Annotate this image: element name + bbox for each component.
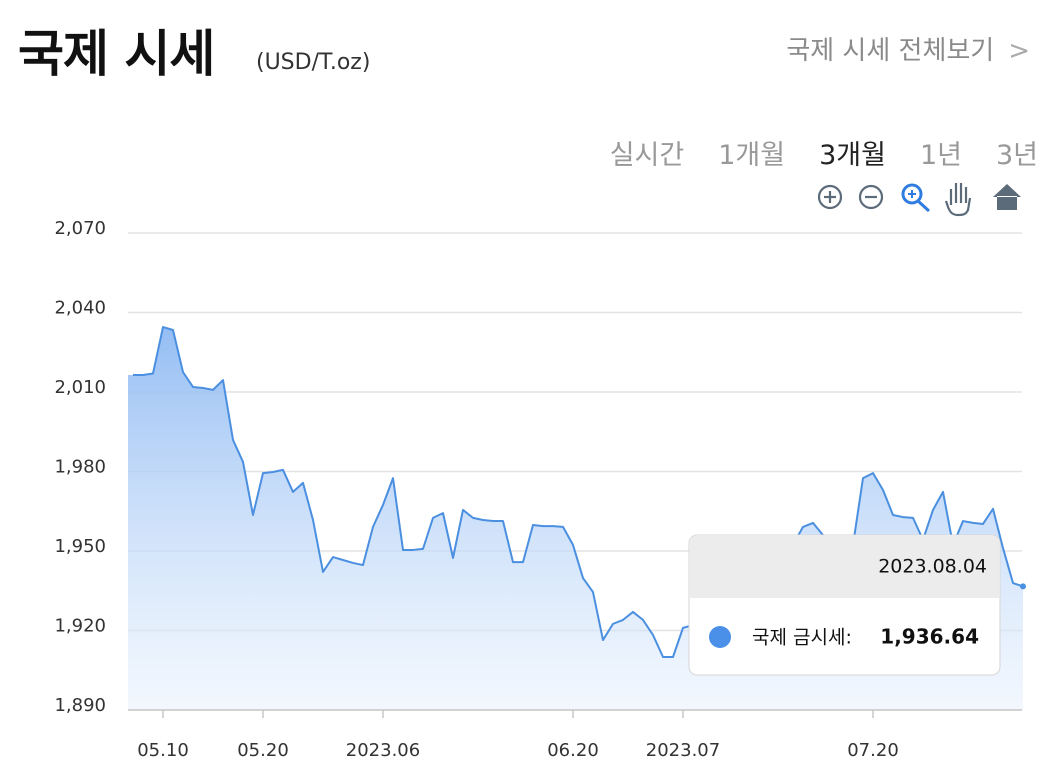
tooltip-title: 2023.08.04 (878, 556, 987, 578)
tooltip-label: 국제 금시세: (752, 627, 852, 649)
x-tick-label: 07.20 (847, 740, 899, 761)
tab[interactable]: 1개월 (718, 140, 786, 171)
view-all-link[interactable]: 국제 시세 전체보기 > (786, 30, 1030, 67)
unit: (USD/T.oz) (256, 50, 371, 75)
y-tick-label: 2,070 (54, 218, 106, 239)
tab[interactable]: 3년 (995, 140, 1038, 171)
y-tick-label: 2,010 (54, 377, 106, 398)
x-tick-label: 05.10 (137, 740, 189, 761)
toolbar (817, 183, 1021, 217)
tab-active[interactable]: 3개월 (819, 140, 886, 171)
x-tick-label: 06.20 (547, 740, 599, 761)
zoom-select-button[interactable] (901, 183, 931, 213)
link-text[interactable]: 국제 시세 전체보기 (786, 36, 995, 66)
y-tick-label: 2,040 (54, 298, 106, 319)
tab[interactable]: 실시간 (609, 140, 685, 171)
page-title: 국제 시세 (18, 25, 215, 83)
tooltip-header (690, 535, 999, 598)
zoom-in-button[interactable] (817, 184, 843, 210)
period-tabs: 실시간 1개월 3개월 1년 3년 (576, 133, 1038, 172)
pan-button[interactable] (944, 183, 972, 217)
y-tick-label: 1,920 (54, 616, 106, 637)
line (133, 326, 1024, 658)
y-tick-label: 1,980 (54, 457, 106, 478)
zoom-out-button[interactable] (858, 184, 884, 210)
y-tick-label: 1,890 (54, 695, 106, 716)
chevron: > (1008, 36, 1030, 66)
tab[interactable]: 1년 (919, 140, 962, 171)
x-tick-label: 2023.06 (346, 740, 420, 761)
tooltip: 2023.08.04 국제 금시세: 1,936.64 (688, 534, 1001, 676)
plot-area: 1,890 1,920 1,950 1,980 2,010 2,040 2,070 05.10… (54, 218, 1026, 761)
x-tick-label: 2023.07 (646, 740, 720, 761)
hover-point (1020, 583, 1026, 590)
reset-button[interactable] (993, 184, 1021, 210)
tooltip-dot (709, 626, 731, 648)
tooltip-value: 1,936.64 (880, 625, 979, 649)
x-tick-label: 05.20 (237, 740, 289, 761)
y-tick-label: 1,950 (54, 536, 106, 557)
